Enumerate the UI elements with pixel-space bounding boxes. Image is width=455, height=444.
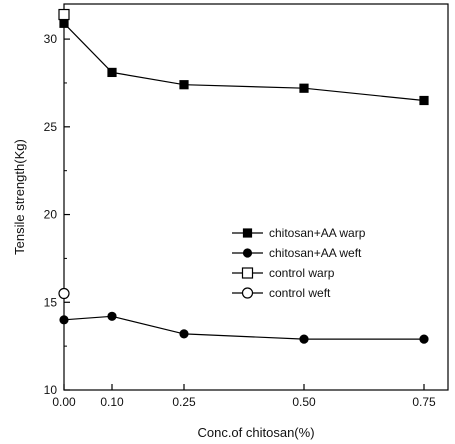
x-axis-title: Conc.of chitosan(%) [197, 425, 314, 440]
data-point [107, 67, 117, 78]
data-point [59, 315, 69, 325]
legend-marker [242, 228, 253, 238]
legend-label: chitosan+AA warp [269, 226, 366, 240]
legend-item: control weft [232, 286, 331, 300]
data-point [107, 311, 117, 321]
y-tick-label: 20 [44, 208, 58, 222]
legend-marker [241, 287, 254, 299]
y-tick-label: 10 [44, 383, 58, 397]
data-point [58, 8, 70, 21]
x-tick-label: 0.25 [172, 395, 196, 409]
y-tick-label: 30 [44, 32, 58, 46]
data-point [299, 83, 309, 93]
series-1 [59, 18, 429, 106]
data-point [179, 80, 189, 90]
series-2 [59, 311, 429, 344]
x-axis: 0.00 0.10 0.25 0.50 0.75 [52, 384, 436, 409]
legend-marker [242, 248, 253, 258]
series-3 [58, 8, 70, 21]
data-point [419, 95, 429, 106]
legend-item: control warp [232, 266, 335, 280]
data-point [59, 18, 69, 28]
y-axis-title: Tensile strength(Kg) [12, 139, 27, 255]
data-point [419, 334, 429, 344]
legend-label: chitosan+AA weft [269, 246, 362, 260]
data-point [58, 287, 70, 300]
y-axis: 10 15 20 25 30 [44, 32, 70, 397]
legend-item: chitosan+AA warp [232, 226, 366, 240]
x-tick-label: 0.10 [100, 395, 124, 409]
series-layer [58, 8, 429, 344]
x-tick-label: 0.50 [292, 395, 316, 409]
plot-frame [63, 3, 449, 391]
legend-item: chitosan+AA weft [232, 246, 362, 260]
series-line [63, 22, 425, 102]
legend: chitosan+AA warp chitosan+AA weft control … [232, 226, 366, 300]
series-4 [58, 287, 70, 300]
series-line [63, 315, 424, 340]
data-point [299, 334, 309, 344]
x-tick-label: 0.00 [52, 395, 76, 409]
data-point [179, 329, 189, 339]
legend-marker [241, 267, 254, 279]
x-tick-label: 0.75 [412, 395, 436, 409]
y-tick-label: 15 [44, 295, 58, 309]
legend-label: control weft [269, 286, 331, 300]
y-tick-label: 25 [44, 120, 58, 134]
legend-label: control warp [269, 266, 335, 280]
